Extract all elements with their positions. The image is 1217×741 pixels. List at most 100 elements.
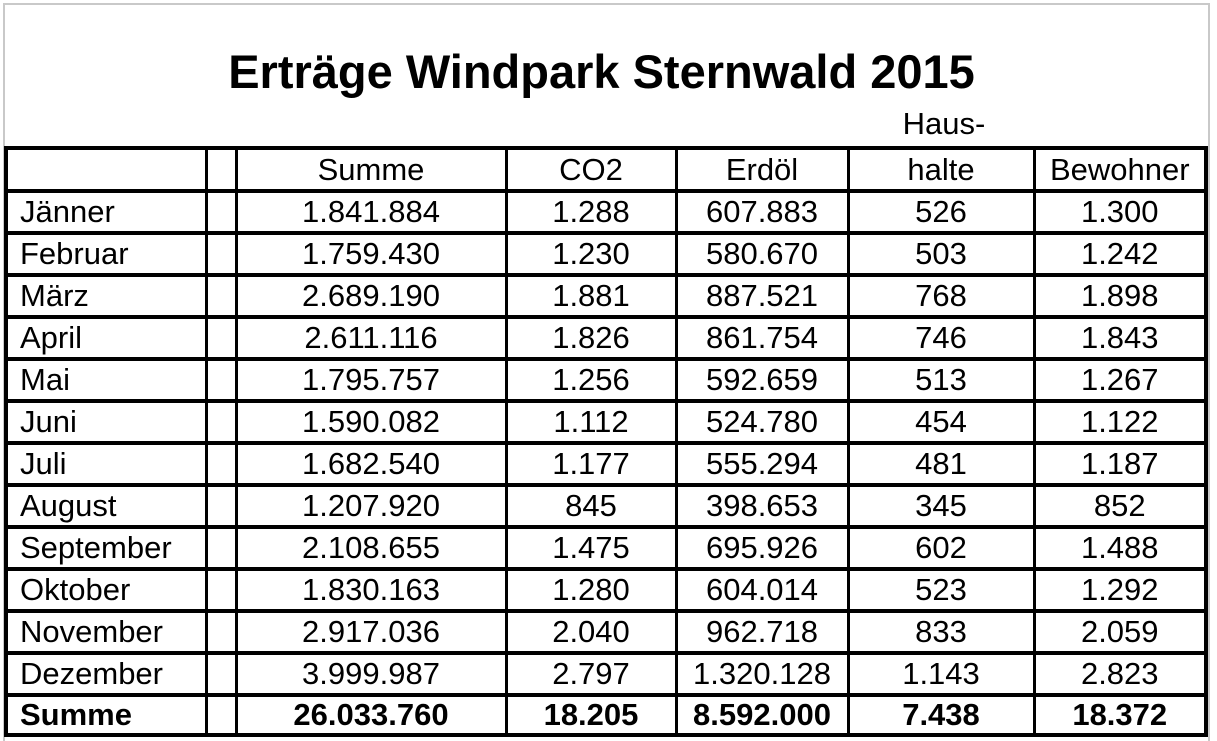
total-haushalte-cell: 7.438: [846, 693, 1036, 737]
cell-erdoel: 604.014: [674, 567, 850, 613]
cell-bewohner: 1.122: [1032, 399, 1208, 445]
cell-haushalte: 503: [846, 231, 1036, 277]
cell-haushalte: 481: [846, 441, 1036, 487]
table-row: Mai 1.795.757 1.256 592.659 513 1.267: [4, 357, 1208, 403]
cell-haushalte: 602: [846, 525, 1036, 571]
cell-haushalte: 526: [846, 189, 1036, 235]
table-row: Dezember 3.999.987 2.797 1.320.128 1.143 2.82…: [4, 651, 1208, 697]
cell-summe: 1.759.430: [234, 231, 508, 277]
total-co2-cell: 18.205: [504, 693, 678, 737]
cell-summe: 2.108.655: [234, 525, 508, 571]
cell-spacer: [204, 315, 238, 361]
cell-month: Dezember: [4, 651, 208, 697]
cell-haushalte: 833: [846, 609, 1036, 655]
cell-haushalte: 523: [846, 567, 1036, 613]
cell-summe: 1.207.920: [234, 483, 508, 529]
total-erdoel-cell: 8.592.000: [674, 693, 850, 737]
cell-summe: 1.590.082: [234, 399, 508, 445]
cell-spacer: [204, 567, 238, 613]
table-row: Oktober 1.830.163 1.280 604.014 523 1.292: [4, 567, 1208, 613]
cell-spacer: [204, 231, 238, 277]
table-row: Juni 1.590.082 1.112 524.780 454 1.122: [4, 399, 1208, 445]
cell-co2: 1.177: [504, 441, 678, 487]
cell-month: August: [4, 483, 208, 529]
cell-spacer: [204, 273, 238, 319]
total-spacer-cell: [204, 693, 238, 737]
cell-co2: 1.230: [504, 231, 678, 277]
cell-erdoel: 861.754: [674, 315, 850, 361]
cell-spacer: [204, 357, 238, 403]
cell-spacer: [204, 189, 238, 235]
cell-co2: 1.256: [504, 357, 678, 403]
table-body: Jänner 1.841.884 1.288 607.883 526 1.300 Febru…: [4, 189, 1208, 697]
table-row: April 2.611.116 1.826 861.754 746 1.843: [4, 315, 1208, 361]
header-bewohner: Bewohner: [1032, 146, 1208, 193]
cell-bewohner: 1.267: [1032, 357, 1208, 403]
cell-month: April: [4, 315, 208, 361]
total-row: Summe 26.033.760 18.205 8.592.000 7.438 …: [4, 693, 1208, 737]
cell-bewohner: 1.488: [1032, 525, 1208, 571]
cell-month: Mai: [4, 357, 208, 403]
cell-erdoel: 580.670: [674, 231, 850, 277]
header-spacer: [204, 146, 238, 193]
cell-month: Juni: [4, 399, 208, 445]
cell-month: September: [4, 525, 208, 571]
cell-summe: 3.999.987: [234, 651, 508, 697]
cell-bewohner: 2.823: [1032, 651, 1208, 697]
cell-erdoel: 592.659: [674, 357, 850, 403]
total-bewohner-cell: 18.372: [1032, 693, 1208, 737]
cell-bewohner: 1.292: [1032, 567, 1208, 613]
total-summe-cell: 26.033.760: [234, 693, 508, 737]
cell-bewohner: 1.242: [1032, 231, 1208, 277]
cell-co2: 845: [504, 483, 678, 529]
cell-summe: 1.682.540: [234, 441, 508, 487]
cell-haushalte: 768: [846, 273, 1036, 319]
header-erdoel: Erdöl: [674, 146, 850, 193]
table-row: Juli 1.682.540 1.177 555.294 481 1.187: [4, 441, 1208, 487]
cell-erdoel: 555.294: [674, 441, 850, 487]
table-row: Februar 1.759.430 1.230 580.670 503 1.242: [4, 231, 1208, 277]
header-haushalte: halte: [846, 146, 1036, 193]
cell-summe: 1.841.884: [234, 189, 508, 235]
cell-bewohner: 1.187: [1032, 441, 1208, 487]
cell-haushalte: 454: [846, 399, 1036, 445]
cell-erdoel: 695.926: [674, 525, 850, 571]
cell-co2: 2.797: [504, 651, 678, 697]
cell-spacer: [204, 525, 238, 571]
cell-co2: 1.826: [504, 315, 678, 361]
cell-summe: 2.689.190: [234, 273, 508, 319]
cell-haushalte: 746: [846, 315, 1036, 361]
cell-month: Juli: [4, 441, 208, 487]
cell-erdoel: 607.883: [674, 189, 850, 235]
cell-month: Februar: [4, 231, 208, 277]
data-table: Summe CO2 Erdöl halte Bewohner Jänner 1.8…: [4, 146, 1208, 737]
cell-month: Jänner: [4, 189, 208, 235]
haushalte-header-overflow: Haus-: [902, 106, 986, 141]
cell-summe: 2.611.116: [234, 315, 508, 361]
total-label-cell: Summe: [4, 693, 208, 737]
table-row: September 2.108.655 1.475 695.926 602 1.488: [4, 525, 1208, 571]
cell-co2: 2.040: [504, 609, 678, 655]
cell-bewohner: 852: [1032, 483, 1208, 529]
cell-month: November: [4, 609, 208, 655]
cell-haushalte: 1.143: [846, 651, 1036, 697]
cell-bewohner: 1.300: [1032, 189, 1208, 235]
cell-spacer: [204, 399, 238, 445]
cell-haushalte: 345: [846, 483, 1036, 529]
cell-erdoel: 887.521: [674, 273, 850, 319]
cell-month: März: [4, 273, 208, 319]
cell-bewohner: 1.843: [1032, 315, 1208, 361]
cell-spacer: [204, 483, 238, 529]
cell-bewohner: 1.898: [1032, 273, 1208, 319]
cell-co2: 1.475: [504, 525, 678, 571]
cell-summe: 2.917.036: [234, 609, 508, 655]
table-row: August 1.207.920 845 398.653 345 852: [4, 483, 1208, 529]
cell-month: Oktober: [4, 567, 208, 613]
cell-co2: 1.881: [504, 273, 678, 319]
cell-summe: 1.795.757: [234, 357, 508, 403]
cell-bewohner: 2.059: [1032, 609, 1208, 655]
cell-co2: 1.288: [504, 189, 678, 235]
cell-spacer: [204, 651, 238, 697]
cell-haushalte: 513: [846, 357, 1036, 403]
cell-co2: 1.112: [504, 399, 678, 445]
